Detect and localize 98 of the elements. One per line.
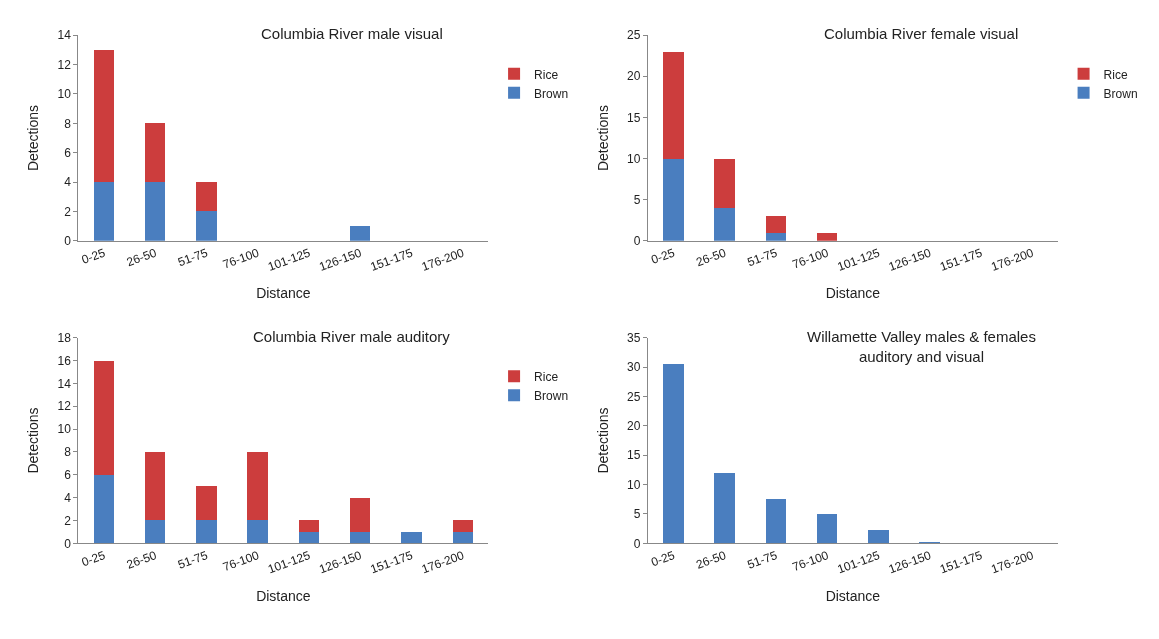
bar [93,182,115,241]
x-tick-label: 26-50 [124,245,159,270]
x-axis-title: Distance [256,285,311,302]
bar [298,520,320,532]
bar [816,513,838,544]
bar [868,530,889,544]
bar [93,360,115,475]
y-tick-label: 0 [633,234,641,249]
y-tick-label: 12 [57,399,72,414]
bar [401,531,422,544]
y-tick-label: 20 [627,69,641,84]
y-tick-label: 18 [57,330,72,345]
legend-label: Brown [1103,86,1138,101]
x-tick-label: 0-25 [79,245,108,267]
legend-label: Rice [534,67,559,82]
bar [349,531,371,544]
y-tick-label: 0 [633,536,641,551]
y-tick-label: 5 [633,507,641,522]
y-tick-label: 6 [64,145,72,160]
bar [196,182,217,212]
bar [349,497,371,532]
y-axis-title: Detections [25,104,42,172]
x-axis-title: Distance [825,285,881,302]
x-tick-label: 76-100 [790,547,831,574]
y-tick-label: 25 [627,389,641,404]
bar [663,51,684,159]
y-tick-label: 2 [64,204,72,219]
bar [196,520,217,544]
x-tick-label: 51-75 [745,547,780,572]
chart-title: Columbia River male visual [261,25,443,42]
y-tick-label: 10 [627,477,641,492]
bar [765,498,787,544]
y-tick-label: 10 [57,422,72,437]
x-tick-label: 26-50 [694,547,729,572]
bar [714,207,735,241]
y-tick-label: 16 [57,353,72,368]
bar [714,158,735,208]
x-tick-label: 76-100 [220,245,262,272]
x-tick-label: 51-75 [175,245,210,270]
y-tick-label: 5 [633,192,641,207]
x-tick-label: 26-50 [694,245,729,270]
x-tick-label: 51-75 [745,245,780,270]
chart-title: Willamette Valley males & females auditory and visual [807,328,1036,365]
chart-title: Columbia River female visual [824,25,1019,42]
y-tick-label: 14 [57,376,72,391]
legend-label: Rice [534,370,559,385]
y-tick-label: 0 [64,234,72,249]
bar [196,211,217,241]
chart-title: Columbia River male auditory [253,328,451,345]
y-tick-label: 25 [627,28,641,43]
bar [196,486,217,521]
y-tick-label: 8 [64,445,72,460]
bar [452,531,473,544]
bar [663,364,684,544]
bar [144,123,166,183]
y-tick-label: 20 [627,419,641,434]
y-tick-label: 2 [64,513,72,528]
legend-label: Rice [1103,67,1128,82]
bar [298,531,320,544]
bar [144,182,166,241]
y-tick-label: 8 [64,116,72,131]
y-tick-label: 15 [627,448,641,463]
x-tick-label: 0-25 [649,547,677,570]
legend-label: Brown [534,86,569,101]
bar [247,520,268,544]
x-tick-label: 0-25 [79,547,108,570]
y-tick-label: 12 [57,57,72,72]
x-tick-label: 0-25 [649,245,677,267]
bar [452,520,473,532]
x-tick-label: 76-100 [790,245,831,272]
bar [144,451,166,521]
y-axis-title: Detections [25,407,42,474]
x-axis-title: Distance [825,587,881,604]
bar [144,520,166,544]
y-tick-label: 35 [627,330,641,345]
y-tick-label: 4 [64,490,72,505]
y-tick-label: 15 [627,110,641,125]
bar [765,216,787,233]
x-axis-title: Distance [256,587,311,604]
bar [247,451,268,521]
y-tick-label: 0 [64,536,72,551]
x-tick-label: 26-50 [124,547,159,572]
y-tick-label: 10 [627,151,641,166]
bar [93,49,115,183]
y-tick-label: 10 [57,87,72,102]
bar [663,158,684,241]
legend-label: Brown [534,389,569,404]
y-tick-label: 4 [64,175,72,190]
y-tick-label: 30 [627,360,641,375]
bar [349,226,371,241]
y-tick-label: 14 [57,28,72,43]
y-tick-label: 6 [64,467,72,482]
bar [714,472,735,544]
x-tick-label: 76-100 [220,547,262,574]
x-tick-label: 51-75 [175,547,210,572]
y-axis-title: Detections [594,407,611,474]
bar [93,474,115,544]
y-axis-title: Detections [594,104,611,172]
